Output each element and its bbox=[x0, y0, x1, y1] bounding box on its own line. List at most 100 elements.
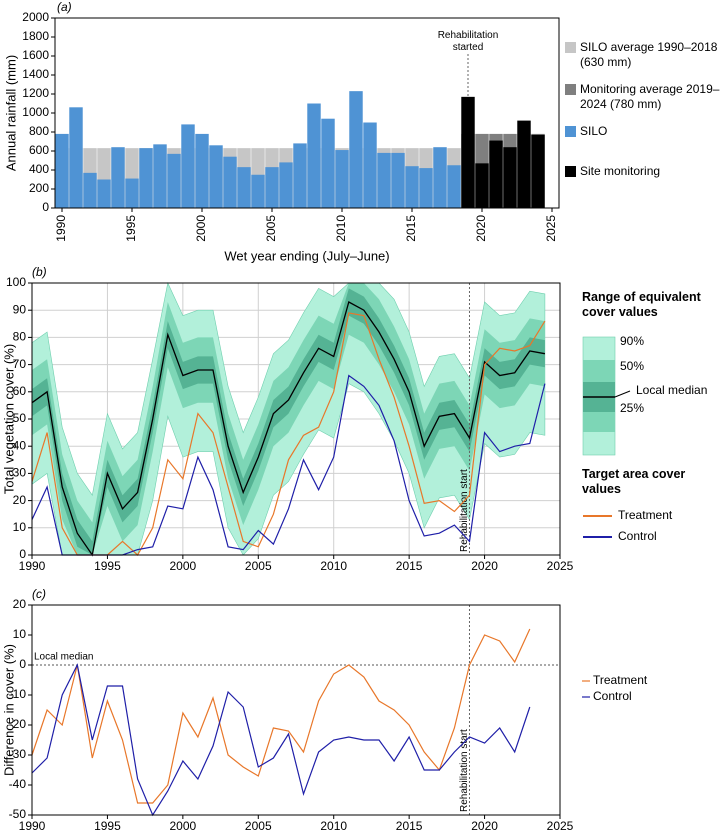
y-tick-label: -50 bbox=[9, 807, 27, 821]
line bbox=[31, 663, 531, 817]
legend-label: Control bbox=[593, 689, 632, 703]
y-tick-label: 200 bbox=[29, 181, 49, 195]
x-tick-label: 2025 bbox=[547, 819, 574, 833]
legend-label: Site monitoring bbox=[580, 164, 661, 178]
legend-label: 90% bbox=[620, 334, 644, 348]
bar bbox=[377, 152, 391, 208]
x-tick-label: 2020 bbox=[474, 215, 488, 242]
x-tick-label: 1995 bbox=[94, 819, 121, 833]
legend-title: Target area cover values bbox=[582, 467, 686, 496]
annotation: Rehabilitation started bbox=[437, 30, 499, 53]
bar bbox=[251, 174, 265, 208]
legend-label: Treatment bbox=[593, 673, 648, 687]
x-tick-label: 1990 bbox=[19, 819, 46, 833]
bar bbox=[489, 140, 503, 208]
bar bbox=[363, 122, 377, 208]
bar bbox=[447, 165, 461, 208]
bar bbox=[195, 133, 209, 208]
x-tick-label: 2000 bbox=[194, 215, 208, 242]
band bbox=[32, 283, 545, 555]
y-tick-label: 50 bbox=[13, 411, 27, 425]
x-tick-label: 1990 bbox=[54, 215, 68, 242]
legend-label: Treatment bbox=[618, 508, 673, 522]
x-tick-label: 2010 bbox=[320, 559, 347, 573]
y-tick-label: 1400 bbox=[22, 67, 49, 81]
bar bbox=[83, 172, 97, 208]
y-tick-label: 10 bbox=[13, 627, 27, 641]
bar bbox=[391, 152, 405, 208]
legend-label: 25% bbox=[620, 401, 644, 415]
plot-frame bbox=[31, 282, 561, 556]
y-tick-label: 100 bbox=[6, 275, 26, 289]
plot-frame bbox=[54, 17, 560, 209]
bar bbox=[517, 120, 531, 208]
y-tick-label: 20 bbox=[13, 597, 27, 611]
bar bbox=[153, 144, 167, 208]
bar bbox=[265, 167, 279, 208]
x-tick-label: 2010 bbox=[320, 819, 347, 833]
x-axis-title: Wet year ending (July–June) bbox=[224, 248, 389, 263]
panel-label: (b) bbox=[32, 265, 47, 279]
legend-swatch bbox=[565, 84, 576, 95]
y-tick-label: 800 bbox=[29, 124, 49, 138]
bar bbox=[475, 163, 489, 208]
y-axis-title: Difference in cover (%) bbox=[1, 644, 16, 776]
x-tick-label: 1995 bbox=[124, 215, 138, 242]
y-tick-label: 0 bbox=[19, 657, 26, 671]
y-tick-label: 70 bbox=[13, 357, 27, 371]
bar bbox=[335, 150, 349, 208]
legend-swatch bbox=[565, 42, 576, 53]
bar bbox=[97, 179, 111, 208]
legend-label: 50% bbox=[620, 359, 644, 373]
panel-label: (c) bbox=[32, 587, 46, 601]
legend-swatch bbox=[565, 126, 576, 137]
x-tick-label: 2015 bbox=[396, 819, 423, 833]
bar bbox=[279, 162, 293, 208]
x-tick-label: 1995 bbox=[94, 559, 121, 573]
y-axis-title: Annual rainfall (mm) bbox=[3, 55, 18, 171]
plot-area bbox=[32, 605, 560, 815]
x-tick-label: 2005 bbox=[245, 559, 272, 573]
bar bbox=[237, 167, 251, 208]
bar bbox=[111, 147, 125, 208]
y-tick-label: 2000 bbox=[22, 10, 49, 24]
y-tick-label: 1200 bbox=[22, 86, 49, 100]
legend-label: SILO average 1990–2018 (630 mm) bbox=[580, 40, 718, 69]
x-tick-label: 2005 bbox=[264, 215, 278, 242]
bar bbox=[419, 168, 433, 208]
legend-title: Range of equivalent cover values bbox=[582, 290, 701, 319]
bar bbox=[69, 107, 83, 208]
y-tick-label: 1600 bbox=[22, 48, 49, 62]
x-tick-label: 2000 bbox=[170, 819, 197, 833]
bar bbox=[321, 118, 335, 208]
y-tick-label: 60 bbox=[13, 384, 27, 398]
x-tick-label: 2005 bbox=[245, 819, 272, 833]
bar bbox=[503, 147, 517, 208]
y-tick-label: -40 bbox=[9, 777, 27, 791]
bar bbox=[55, 133, 69, 208]
legend-swatch bbox=[614, 390, 631, 398]
plot-area bbox=[55, 18, 559, 208]
y-tick-label: 90 bbox=[13, 302, 27, 316]
reference-label: Local median bbox=[34, 652, 93, 663]
legend-label: SILO bbox=[580, 124, 608, 138]
y-tick-label: 1800 bbox=[22, 29, 49, 43]
y-tick-label: 400 bbox=[29, 162, 49, 176]
bar bbox=[461, 96, 475, 208]
plot-frame bbox=[31, 604, 561, 816]
legend-label: Control bbox=[618, 529, 657, 543]
x-tick-label: 2015 bbox=[404, 215, 418, 242]
x-tick-label: 2025 bbox=[547, 559, 574, 573]
legend-label: Monitoring average 2019–2024 (780 mm) bbox=[580, 82, 720, 111]
legend-label: Local median bbox=[636, 383, 707, 397]
x-tick-label: 2010 bbox=[334, 215, 348, 242]
line bbox=[31, 312, 546, 556]
y-tick-label: 0 bbox=[19, 547, 26, 561]
bar bbox=[223, 156, 237, 208]
bar bbox=[531, 134, 545, 208]
band bbox=[32, 288, 545, 555]
panel-label: (a) bbox=[57, 0, 72, 14]
x-tick-label: 1990 bbox=[19, 559, 46, 573]
